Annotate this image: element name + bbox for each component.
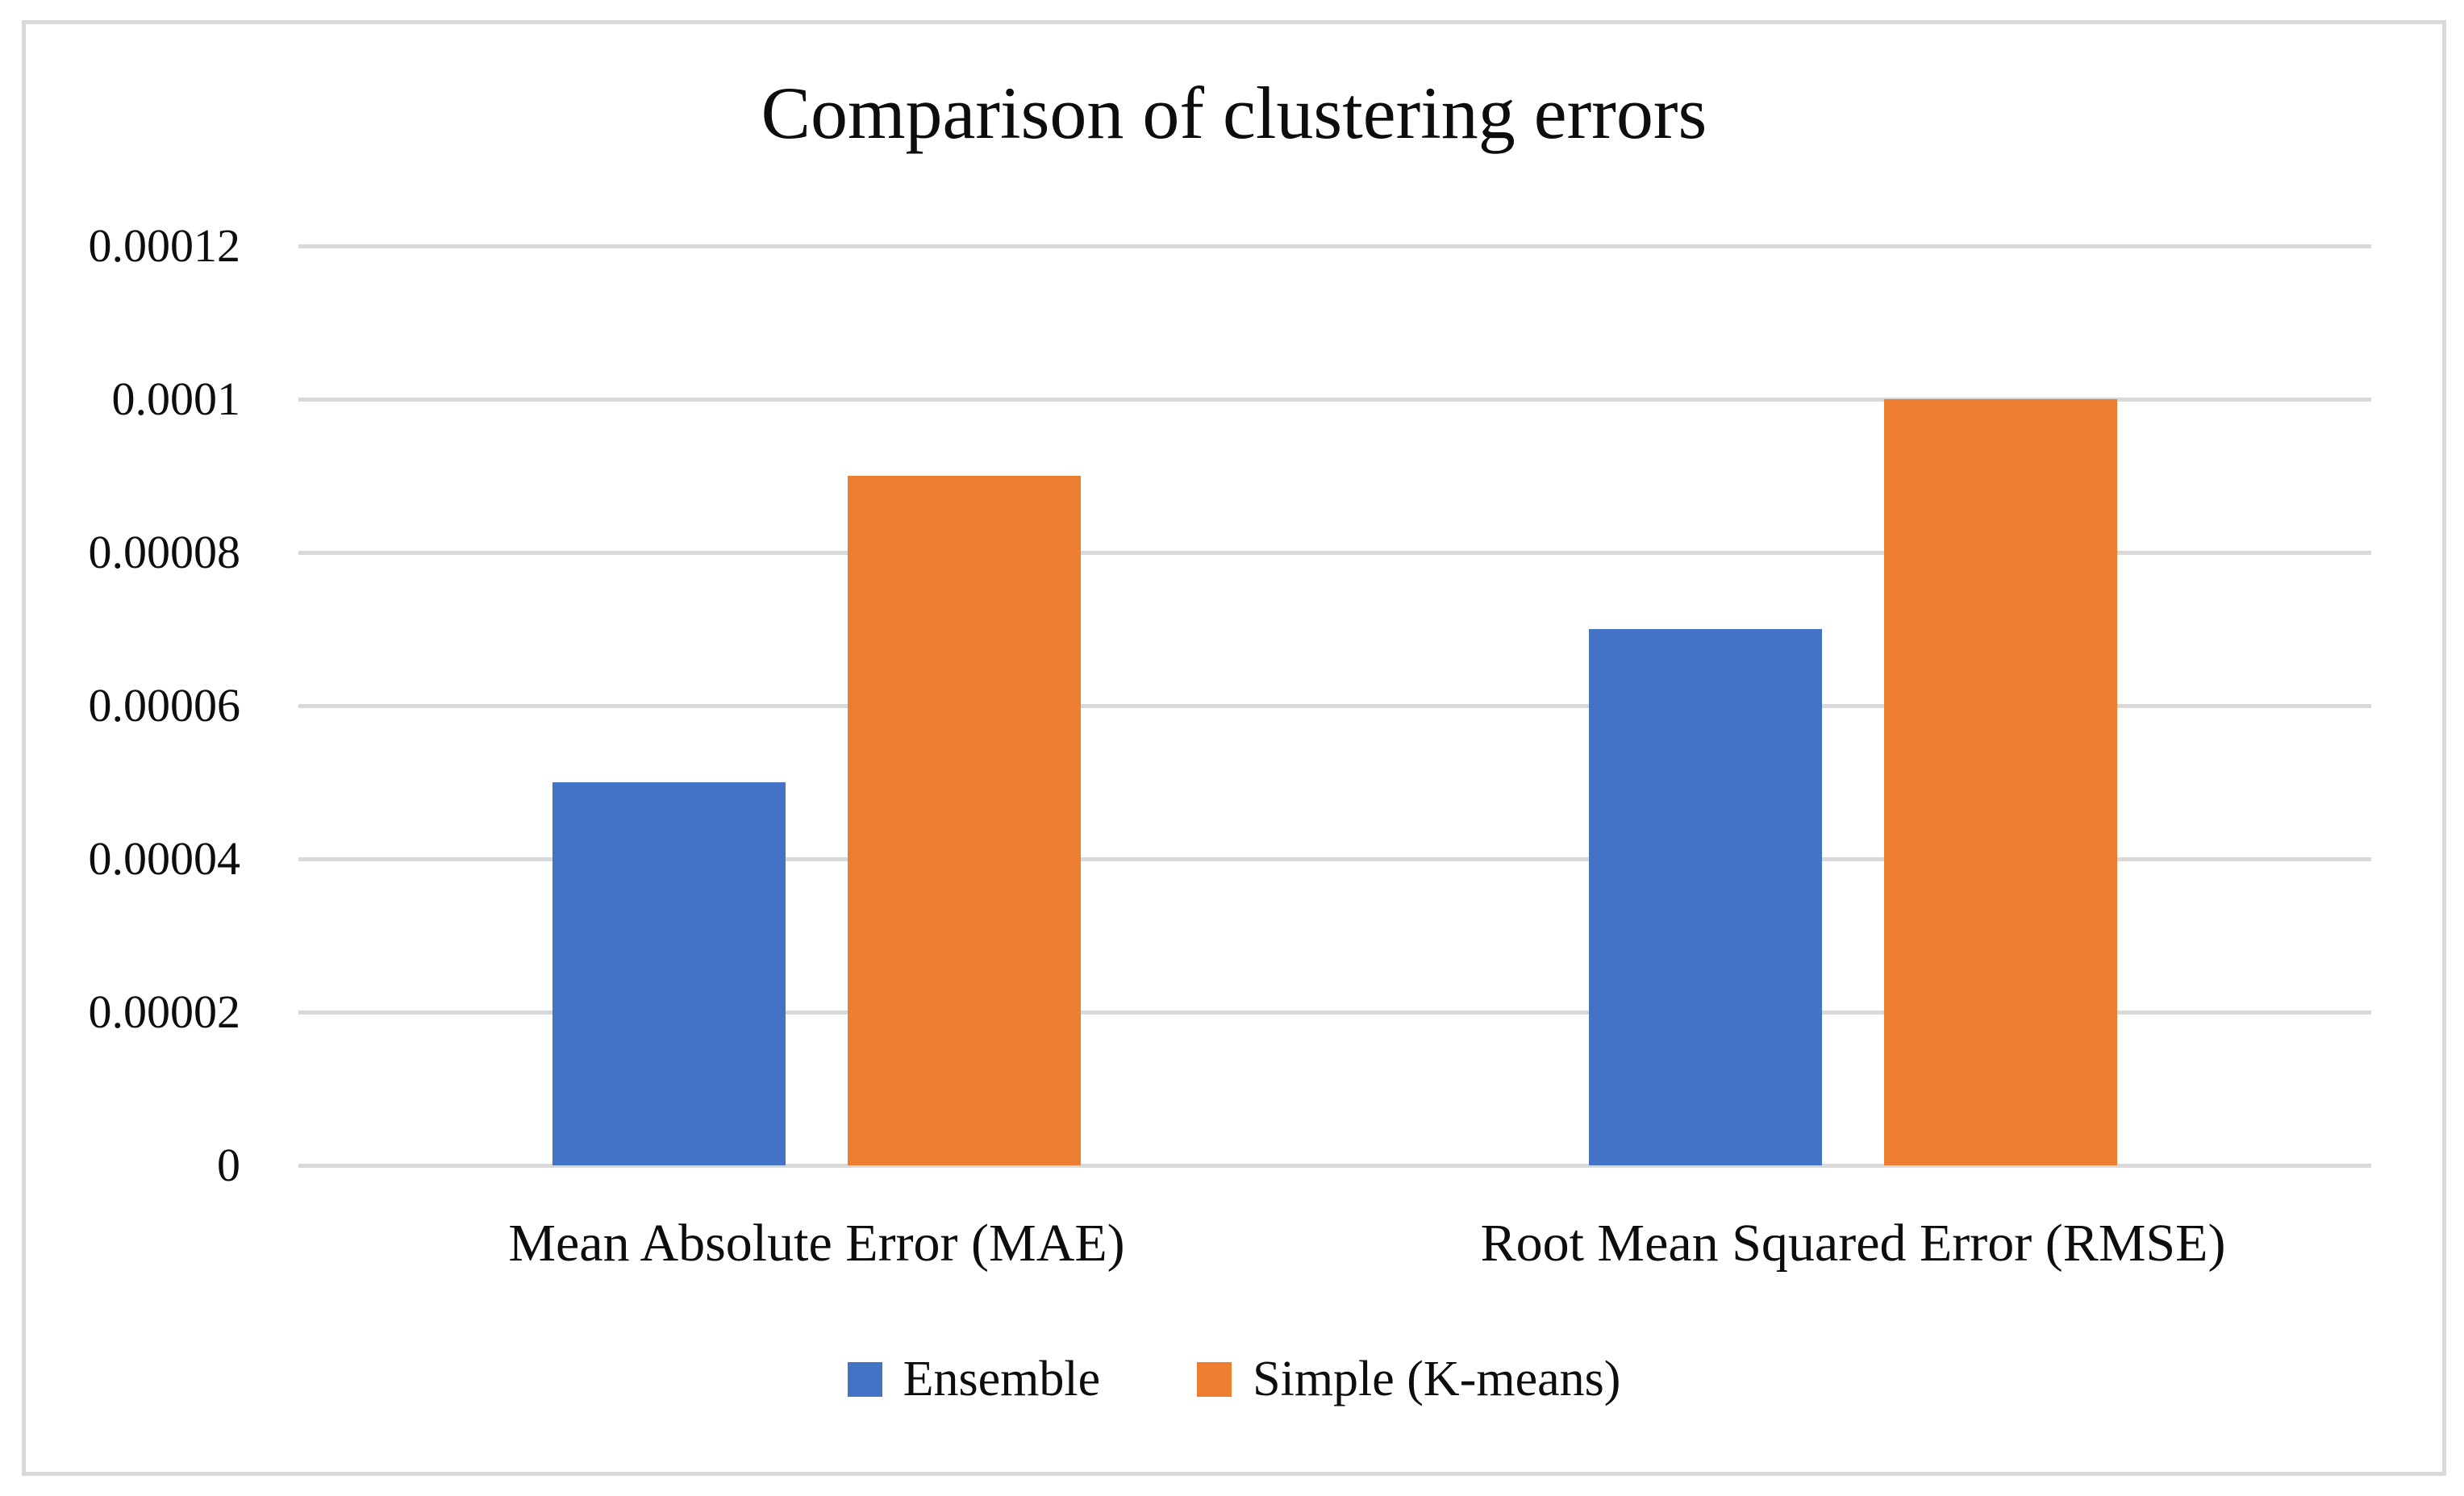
bar-simple-k-means-cat2 <box>1884 399 2117 1165</box>
y-tick-label: 0.00012 <box>88 219 241 272</box>
legend: Ensemble Simple (K-means) <box>22 1352 2446 1406</box>
y-tick-label: 0.0001 <box>111 373 241 425</box>
gridline <box>298 244 2371 248</box>
gridline <box>298 398 2371 402</box>
x-category-label: Root Mean Squared Error (RMSE) <box>1480 1214 2226 1273</box>
y-tick-label: 0 <box>217 1139 240 1191</box>
gridline <box>298 551 2371 555</box>
chart-title: Comparison of clustering errors <box>761 72 1707 154</box>
legend-swatch-icon <box>1197 1361 1232 1397</box>
y-tick-label: 0.00002 <box>88 986 241 1038</box>
bar-ensemble-cat2 <box>1589 629 1822 1165</box>
legend-swatch-icon <box>847 1361 882 1397</box>
bar-simple-k-means-cat1 <box>848 476 1081 1165</box>
y-tick-label: 0.00006 <box>88 679 241 731</box>
gridline <box>298 1011 2371 1015</box>
legend-item: Simple (K-means) <box>1197 1352 1620 1406</box>
x-category-label: Mean Absolute Error (MAE) <box>508 1214 1125 1273</box>
legend-label: Simple (K-means) <box>1253 1352 1621 1406</box>
gridline <box>298 857 2371 861</box>
y-tick-label: 0.00004 <box>88 832 241 885</box>
y-tick-label: 0.00008 <box>88 526 241 578</box>
legend-label: Ensemble <box>903 1352 1101 1406</box>
gridline <box>298 1164 2371 1168</box>
legend-item: Ensemble <box>847 1352 1101 1406</box>
gridline <box>298 704 2371 708</box>
bar-ensemble-cat1 <box>552 782 786 1165</box>
